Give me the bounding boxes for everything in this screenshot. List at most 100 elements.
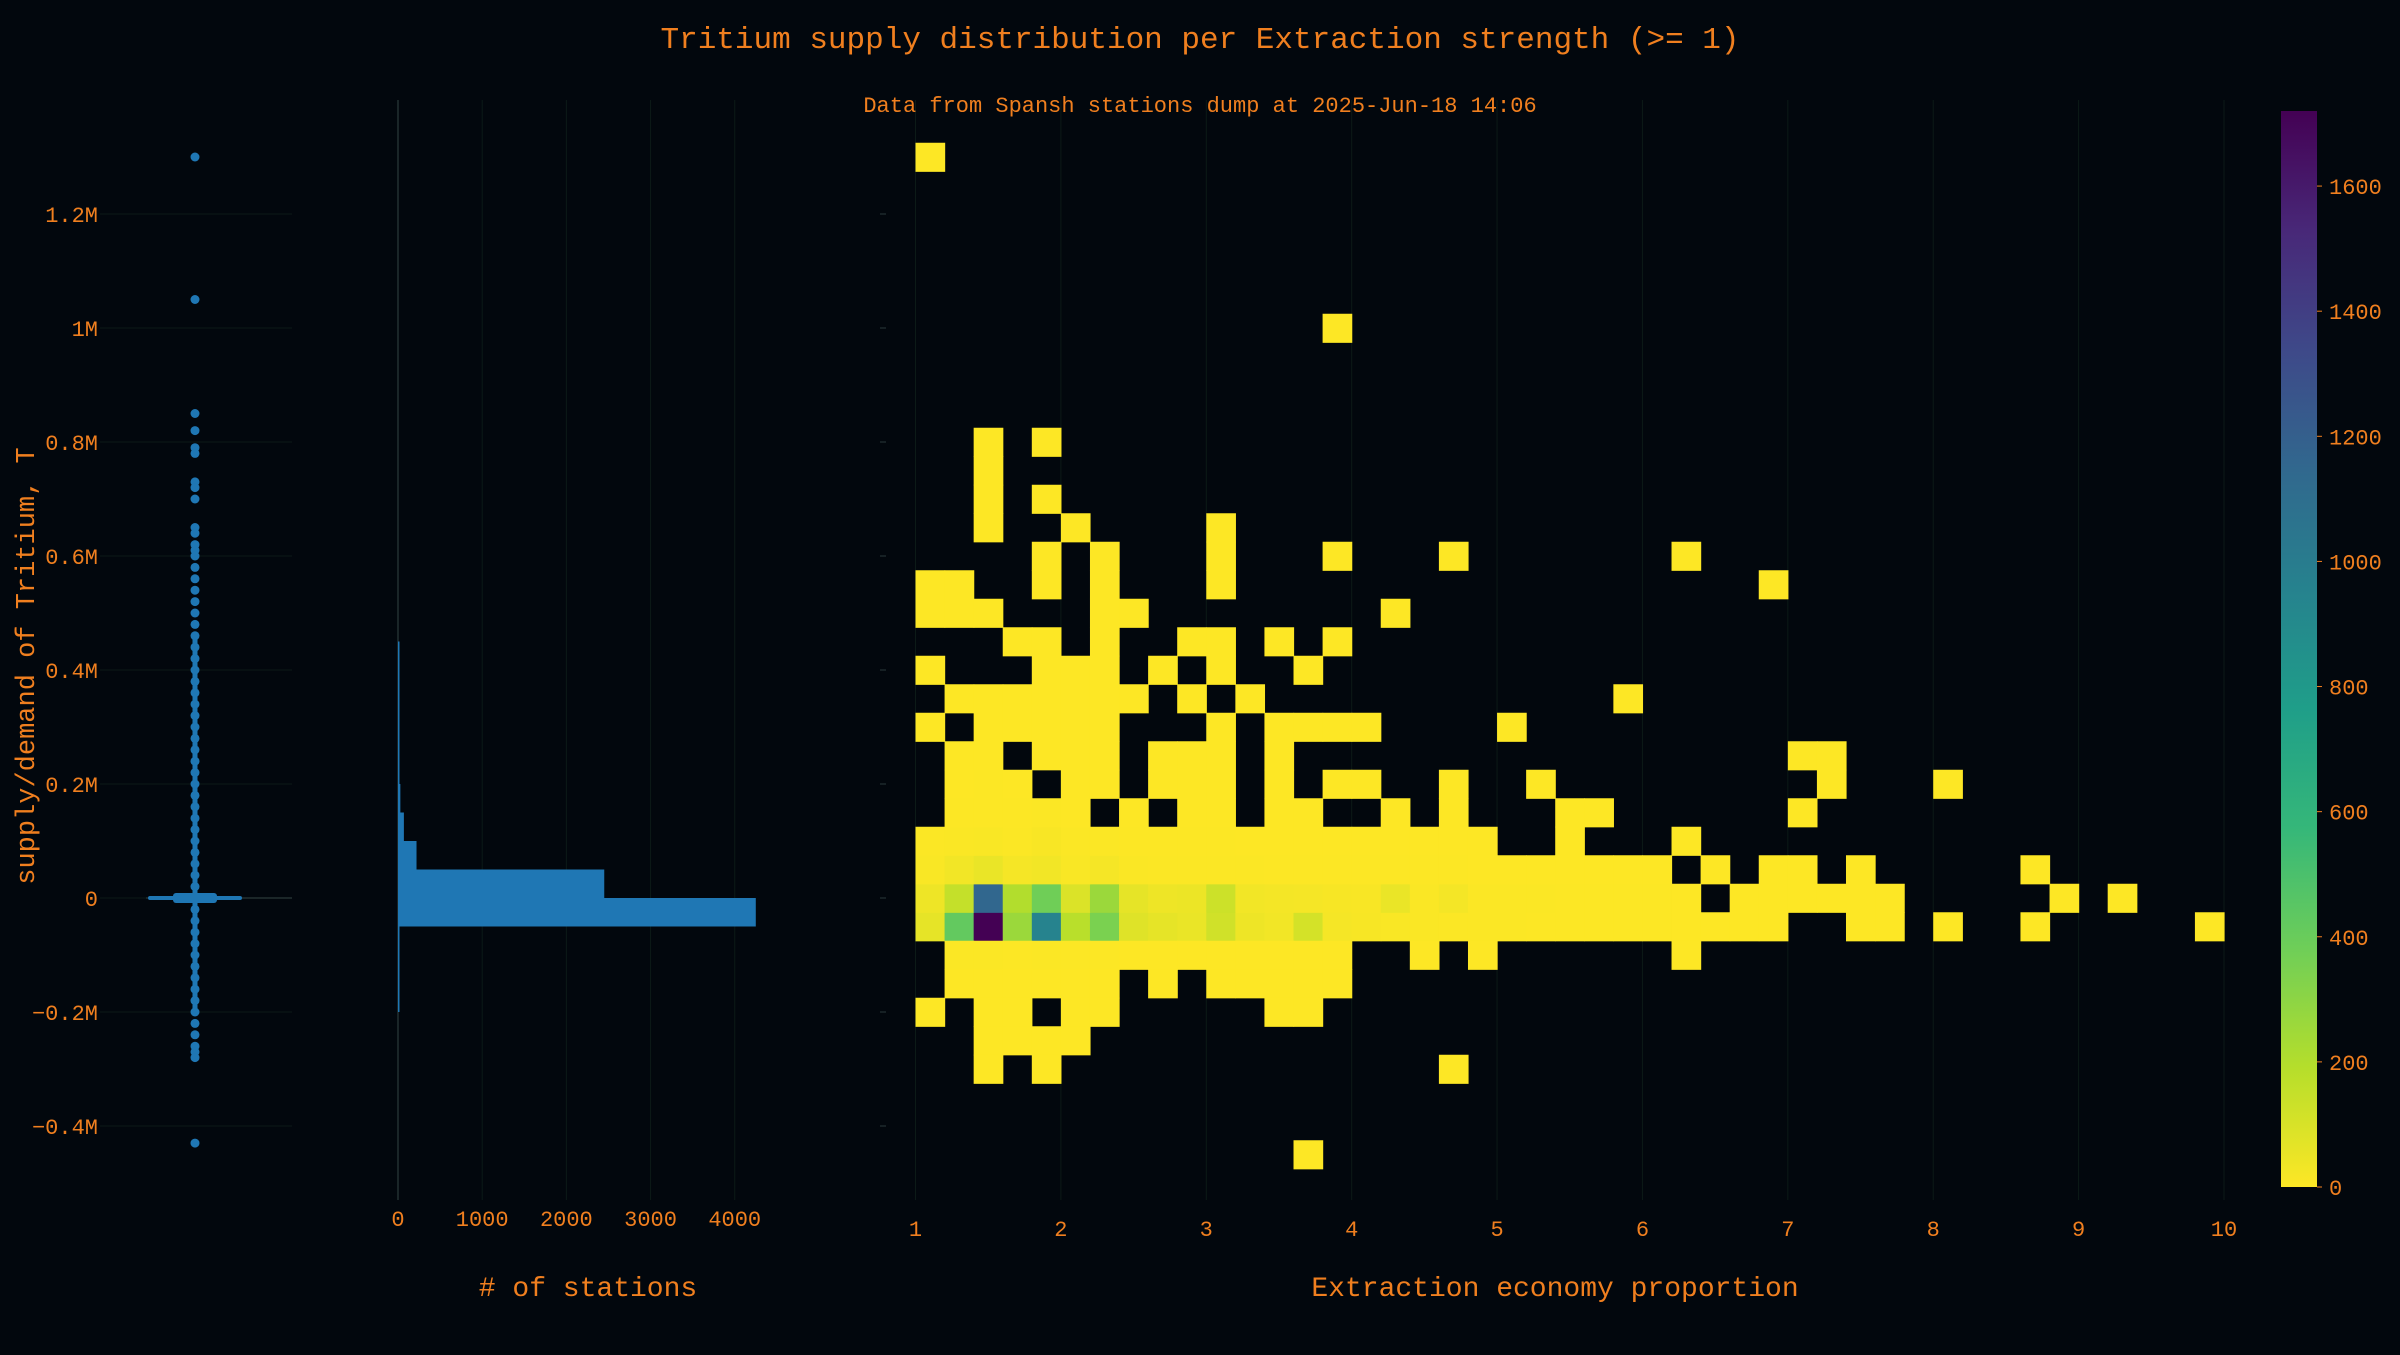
heatmap-cell [1467, 826, 1498, 856]
heatmap-cell [1438, 912, 1469, 942]
heatmap-cell [1293, 712, 1324, 742]
heatmap-cell [1206, 627, 1236, 657]
heatmap-cell [1206, 912, 1236, 942]
heatmap-cell [1264, 940, 1295, 970]
heatmap-cell [1089, 769, 1120, 799]
heat-x-tick-label: 2 [1054, 1218, 1067, 1243]
hist-bar [398, 641, 400, 727]
heatmap-cell [1264, 627, 1295, 657]
heatmap-cell [1438, 1054, 1469, 1084]
strip-point [190, 768, 200, 778]
heatmap-cell [1584, 912, 1614, 942]
strip-point [190, 950, 200, 960]
heat-x-tick-label: 5 [1490, 1218, 1503, 1243]
strip-point [190, 585, 200, 595]
heatmap-cell [1875, 883, 1905, 913]
hist-x-tick-label: 4000 [708, 1208, 761, 1233]
colorbar-tick-label: 1200 [2329, 426, 2382, 451]
heatmap-cell [1584, 855, 1614, 885]
heatmap-cell [1206, 798, 1236, 828]
heatmap-cell [944, 798, 975, 828]
heatmap-cell [1206, 541, 1236, 571]
heatmap-cell [1177, 798, 1207, 828]
heatmap-cell [1089, 969, 1120, 999]
heatmap-cell [1177, 883, 1207, 913]
heatmap-cell [1206, 570, 1236, 600]
heatmap-cell [1409, 826, 1440, 856]
heatmap-cell [1758, 570, 1789, 600]
heatmap-x-axis-label: Extraction economy proportion [1311, 1274, 1798, 1305]
heatmap-cell [1497, 912, 1527, 942]
strip-point [190, 699, 200, 709]
heatmap-cell [2020, 912, 2051, 942]
heatmap-cell [2107, 883, 2138, 913]
heatmap-cell [973, 1054, 1004, 1084]
heatmap-cell [1089, 826, 1120, 856]
heatmap-cell [1060, 655, 1091, 685]
strip-point [190, 996, 200, 1006]
heatmap-cell [1031, 741, 1062, 771]
heatmap-cell [973, 798, 1004, 828]
heatmap-cell [1438, 541, 1469, 571]
heatmap-cell [1060, 741, 1091, 771]
histogram-panel: 0 1000 2000 3000 4000 [391, 100, 761, 1233]
strip-point [190, 882, 200, 892]
heatmap-cell [915, 912, 946, 942]
colorbar-tick-label: 600 [2329, 802, 2369, 827]
heatmap-cell [1060, 684, 1091, 714]
heatmap-cell [1235, 855, 1266, 885]
heatmap-cell [1380, 855, 1411, 885]
heatmap-cell [944, 741, 975, 771]
y-axis-label: supply/demand of Tritium, T [13, 447, 43, 884]
heatmap-cell [1089, 712, 1120, 742]
heatmap-cell [1293, 1140, 1324, 1170]
heatmap-cell [973, 598, 1004, 628]
heatmap-cell [944, 684, 975, 714]
strip-point [190, 152, 200, 162]
heatmap-cell [1002, 855, 1033, 885]
heatmap-cell [944, 969, 975, 999]
heatmap-cell [1351, 826, 1382, 856]
heatmap-cell [1089, 598, 1120, 628]
strip-point [190, 676, 200, 686]
strip-point [190, 802, 200, 812]
heatmap-cell [1148, 940, 1178, 970]
heatmap-cell [2049, 883, 2080, 913]
heatmap-cell [1002, 798, 1033, 828]
heatmap-cell [1206, 712, 1236, 742]
hist-bar [398, 784, 401, 813]
heatmap-cell [1497, 855, 1527, 885]
heatmap-cell [1322, 826, 1353, 856]
heatmap-cell [1526, 912, 1556, 942]
heatmap-cell [1060, 912, 1091, 942]
heatmap-cell [1119, 940, 1149, 970]
heatmap-cell [915, 598, 946, 628]
heatmap-cell [973, 513, 1004, 543]
heatmap-cell [973, 883, 1004, 913]
heatmap-cell [973, 940, 1004, 970]
heatmap-cell [1671, 541, 1702, 571]
heatmap-cell [1031, 570, 1062, 600]
y-tick-label: −0.4M [32, 1116, 98, 1141]
heatmap-panel: 1 2 3 4 5 6 7 8 9 10 [880, 100, 2237, 1243]
heatmap-cell [1206, 940, 1236, 970]
heatmap-cell [1845, 883, 1876, 913]
heatmap-cell [1322, 769, 1353, 799]
heatmap-cell [1060, 997, 1091, 1027]
heatmap-cell [1119, 883, 1149, 913]
heatmap-cell [1235, 940, 1266, 970]
heatmap-cell [915, 997, 946, 1027]
hist-x-tick-label: 1000 [456, 1208, 509, 1233]
heat-x-tick-label: 1 [909, 1218, 922, 1243]
strip-point [190, 836, 200, 846]
heatmap-cell [1060, 826, 1091, 856]
heatmap-cell [915, 142, 946, 172]
y-tick-label: 0.8M [45, 432, 98, 457]
strip-point [190, 574, 200, 584]
heatmap-cell [973, 855, 1004, 885]
heatmap-cell [1089, 997, 1120, 1027]
heatmap-cell [1293, 855, 1324, 885]
heatmap-cell [973, 997, 1004, 1027]
heatmap-cell [1177, 912, 1207, 942]
hist-bar [398, 926, 400, 955]
